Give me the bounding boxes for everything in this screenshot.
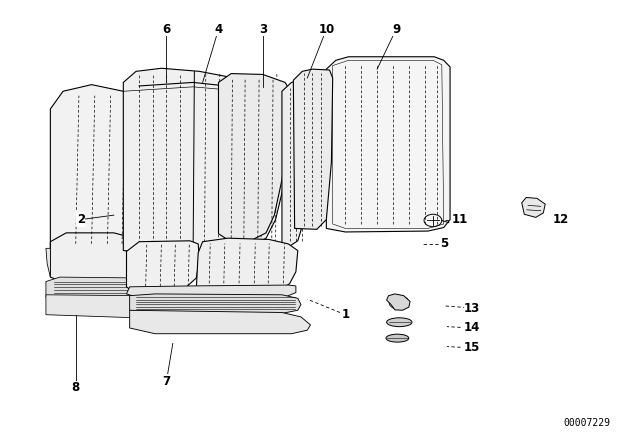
Circle shape [151,302,156,306]
Text: 10: 10 [318,23,335,36]
FancyBboxPatch shape [347,65,368,75]
Polygon shape [127,241,200,294]
Text: 14: 14 [464,322,481,335]
Polygon shape [387,294,410,310]
Ellipse shape [387,318,412,327]
Polygon shape [127,285,296,300]
Polygon shape [46,248,51,277]
Polygon shape [282,80,310,246]
Text: 7: 7 [163,375,170,388]
Polygon shape [218,73,291,244]
Text: 00007229: 00007229 [563,418,610,428]
Polygon shape [522,198,545,217]
Polygon shape [124,68,294,256]
Text: 13: 13 [464,302,481,314]
Circle shape [197,301,202,305]
Text: 8: 8 [72,381,80,394]
Polygon shape [130,294,301,313]
Circle shape [63,287,67,290]
Text: 4: 4 [214,23,223,36]
Circle shape [267,302,272,306]
Text: 3: 3 [259,23,267,36]
Polygon shape [51,85,142,251]
Polygon shape [196,238,298,296]
Text: 6: 6 [163,23,171,36]
Polygon shape [46,295,158,318]
Circle shape [95,285,100,289]
Polygon shape [293,69,333,229]
Text: 1: 1 [341,308,349,321]
Text: 12: 12 [553,213,569,226]
Text: 15: 15 [464,341,481,354]
Polygon shape [326,57,450,232]
Text: 9: 9 [392,23,400,36]
Polygon shape [51,233,148,286]
Ellipse shape [386,334,409,342]
Polygon shape [46,277,148,299]
Text: 2: 2 [77,213,85,226]
Text: 5: 5 [440,237,448,250]
Polygon shape [130,310,310,334]
Text: 11: 11 [451,213,468,226]
